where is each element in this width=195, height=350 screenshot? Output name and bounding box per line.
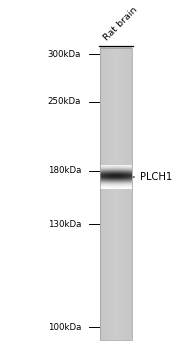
Text: 180kDa: 180kDa [48, 166, 81, 175]
Bar [100, 48, 132, 341]
Text: 250kDa: 250kDa [48, 97, 81, 106]
Text: 300kDa: 300kDa [48, 50, 81, 59]
Text: 130kDa: 130kDa [48, 220, 81, 229]
Text: Rat brain: Rat brain [102, 5, 139, 42]
Text: PLCH1: PLCH1 [133, 172, 172, 182]
Text: 100kDa: 100kDa [48, 323, 81, 332]
